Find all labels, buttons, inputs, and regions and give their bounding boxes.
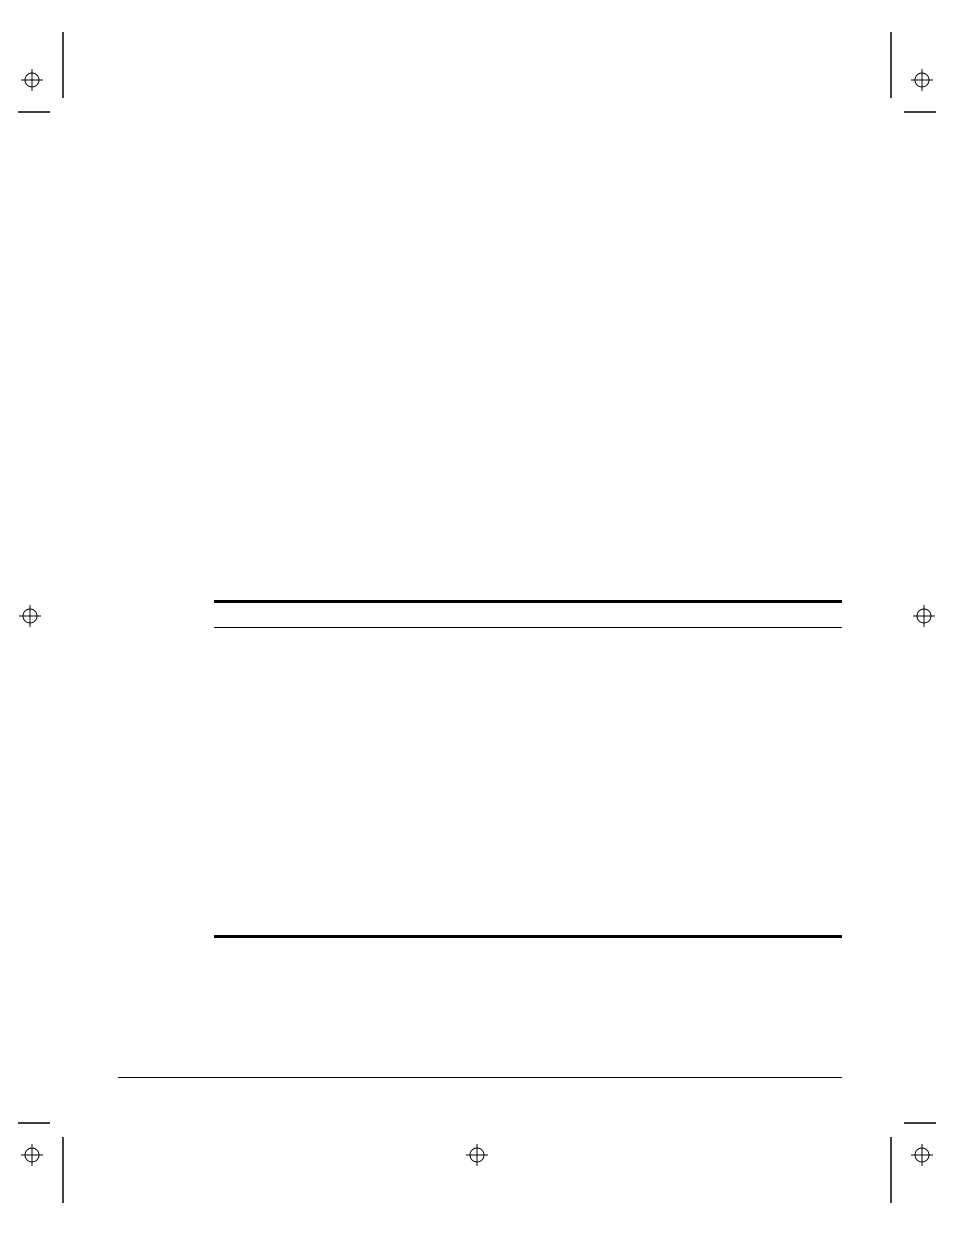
crop-mark-top-left [0, 0, 120, 130]
crop-mark-mid-left [18, 604, 44, 630]
crop-mark-bottom-left [0, 1105, 120, 1235]
crop-mark-top-right [834, 0, 954, 130]
upper-thick-rule [214, 600, 842, 603]
crop-mark-mid-right [912, 604, 938, 630]
footer-rule [118, 1077, 842, 1078]
upper-thin-rule [214, 627, 842, 628]
crop-mark-bottom-center [465, 1143, 491, 1169]
crop-mark-bottom-right [834, 1105, 954, 1235]
middle-thick-rule [214, 935, 842, 938]
